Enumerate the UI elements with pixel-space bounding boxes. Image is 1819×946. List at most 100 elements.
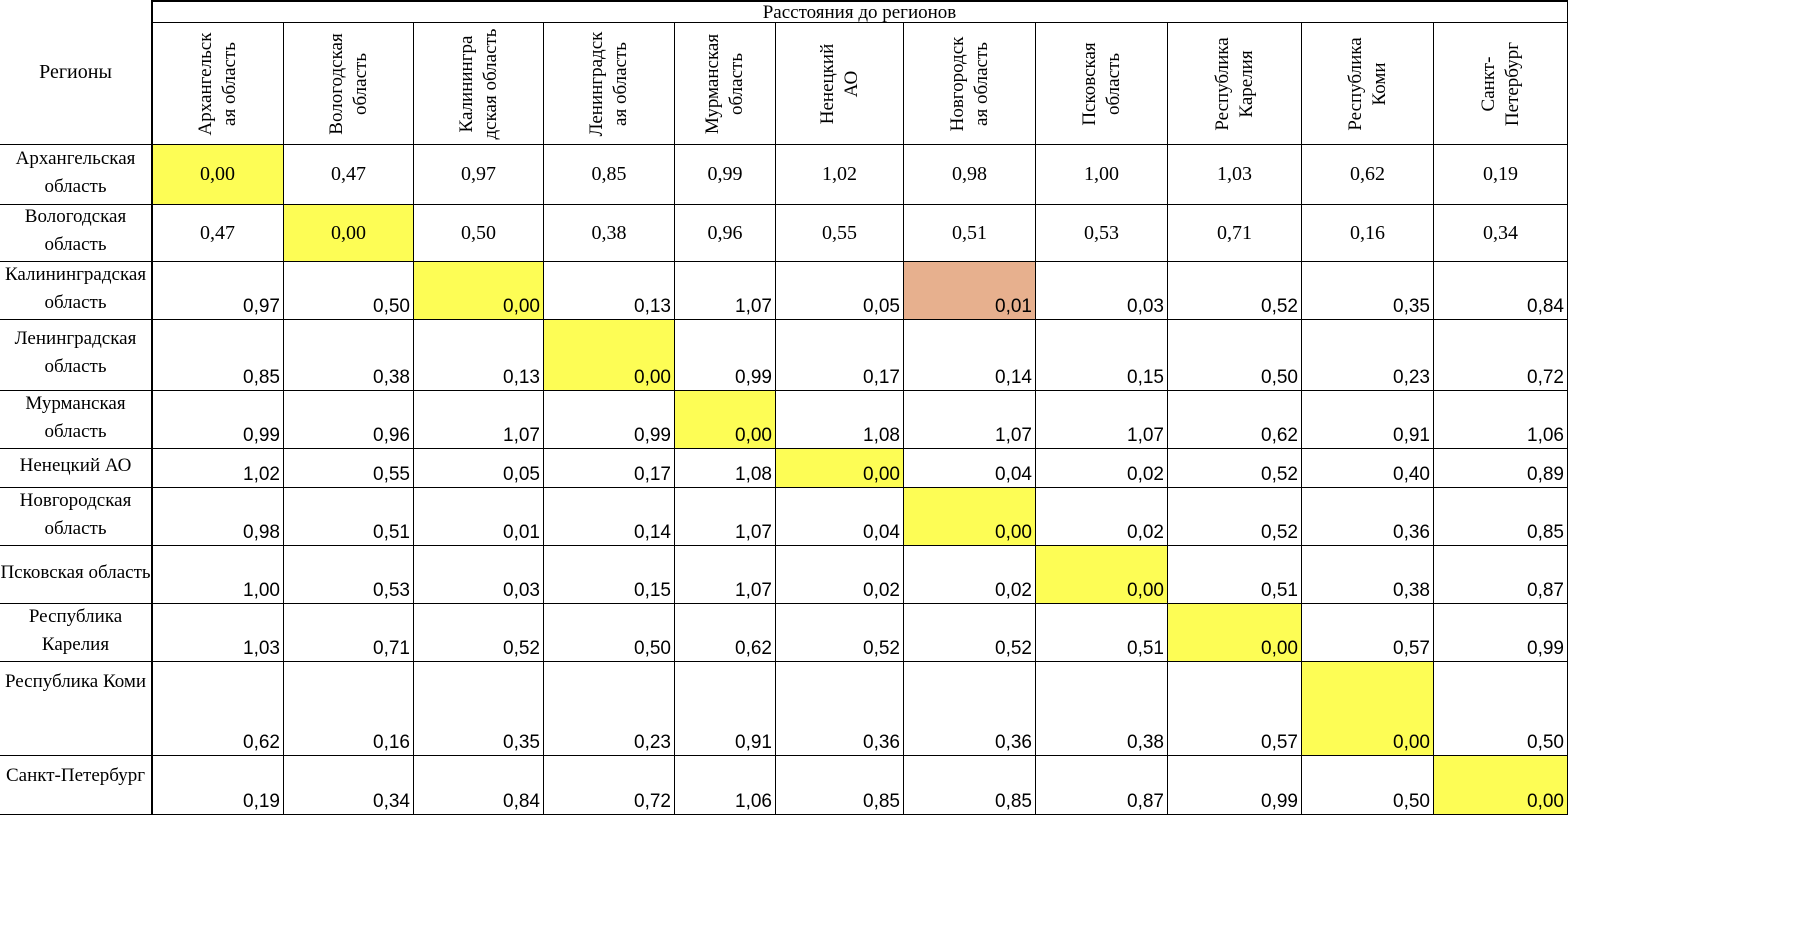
column-header[interactable]: Вологодская область xyxy=(284,23,414,145)
table-cell[interactable]: 0,03 xyxy=(414,546,544,604)
table-cell[interactable]: 1,00 xyxy=(152,546,284,604)
table-cell[interactable]: 1,08 xyxy=(675,449,776,488)
table-cell[interactable]: 0,96 xyxy=(675,205,776,262)
table-cell[interactable]: 1,02 xyxy=(776,145,904,205)
table-cell[interactable]: 0,15 xyxy=(544,546,675,604)
table-cell[interactable]: 0,71 xyxy=(1168,205,1302,262)
table-cell[interactable]: 0,00 xyxy=(1302,662,1434,756)
table-cell[interactable]: 0,51 xyxy=(284,488,414,546)
table-cell[interactable]: 0,05 xyxy=(414,449,544,488)
column-header[interactable]: Псковская область xyxy=(1036,23,1168,145)
row-header[interactable]: Калининградская область xyxy=(0,262,152,320)
table-cell[interactable]: 0,03 xyxy=(1036,262,1168,320)
table-cell[interactable]: 0,91 xyxy=(675,662,776,756)
table-cell[interactable]: 0,99 xyxy=(1434,604,1568,662)
table-cell[interactable]: 0,50 xyxy=(1168,320,1302,391)
table-cell[interactable]: 0,62 xyxy=(1168,391,1302,449)
table-cell[interactable]: 0,84 xyxy=(1434,262,1568,320)
table-cell[interactable]: 0,72 xyxy=(544,756,675,815)
table-cell[interactable]: 0,51 xyxy=(1036,604,1168,662)
column-header[interactable]: Ненецкий АО xyxy=(776,23,904,145)
table-cell[interactable]: 0,23 xyxy=(544,662,675,756)
table-cell[interactable]: 0,19 xyxy=(152,756,284,815)
table-cell[interactable]: 0,00 xyxy=(1168,604,1302,662)
table-cell[interactable]: 0,89 xyxy=(1434,449,1568,488)
table-cell[interactable]: 0,00 xyxy=(544,320,675,391)
table-cell[interactable]: 0,62 xyxy=(675,604,776,662)
table-cell[interactable]: 0,02 xyxy=(1036,488,1168,546)
table-cell[interactable]: 0,38 xyxy=(284,320,414,391)
table-cell[interactable]: 0,14 xyxy=(904,320,1036,391)
table-cell[interactable]: 0,52 xyxy=(414,604,544,662)
column-header[interactable]: Архангельск ая область xyxy=(152,23,284,145)
row-header[interactable]: Архангельская область xyxy=(0,145,152,205)
table-cell[interactable]: 1,06 xyxy=(1434,391,1568,449)
table-cell[interactable]: 0,04 xyxy=(904,449,1036,488)
table-cell[interactable]: 0,52 xyxy=(904,604,1036,662)
table-cell[interactable]: 0,00 xyxy=(284,205,414,262)
table-cell[interactable]: 0,50 xyxy=(1434,662,1568,756)
table-cell[interactable]: 0,98 xyxy=(904,145,1036,205)
column-header[interactable]: Республика Коми xyxy=(1302,23,1434,145)
table-cell[interactable]: 0,02 xyxy=(776,546,904,604)
table-cell[interactable]: 0,72 xyxy=(1434,320,1568,391)
table-cell[interactable]: 0,87 xyxy=(1434,546,1568,604)
table-cell[interactable]: 0,85 xyxy=(776,756,904,815)
table-cell[interactable]: 0,34 xyxy=(284,756,414,815)
table-cell[interactable]: 1,06 xyxy=(675,756,776,815)
column-header[interactable]: Республика Карелия xyxy=(1168,23,1302,145)
table-cell[interactable]: 0,98 xyxy=(152,488,284,546)
table-cell[interactable]: 0,04 xyxy=(776,488,904,546)
table-cell[interactable]: 1,07 xyxy=(414,391,544,449)
table-cell[interactable]: 0,87 xyxy=(1036,756,1168,815)
table-cell[interactable]: 1,02 xyxy=(152,449,284,488)
table-cell[interactable]: 0,97 xyxy=(152,262,284,320)
column-header[interactable]: Мурманская область xyxy=(675,23,776,145)
table-cell[interactable]: 0,57 xyxy=(1302,604,1434,662)
table-cell[interactable]: 0,53 xyxy=(1036,205,1168,262)
table-cell[interactable]: 0,85 xyxy=(544,145,675,205)
table-cell[interactable]: 0,50 xyxy=(284,262,414,320)
row-header[interactable]: Республика Коми xyxy=(0,662,152,756)
table-cell[interactable]: 1,03 xyxy=(152,604,284,662)
row-header[interactable]: Псковская область xyxy=(0,546,152,604)
table-cell[interactable]: 0,52 xyxy=(1168,488,1302,546)
table-cell[interactable]: 0,99 xyxy=(544,391,675,449)
row-header[interactable]: Республика Карелия xyxy=(0,604,152,662)
column-header[interactable]: Санкт- Петербург xyxy=(1434,23,1568,145)
table-cell[interactable]: 0,38 xyxy=(1036,662,1168,756)
table-cell[interactable]: 0,51 xyxy=(1168,546,1302,604)
table-cell[interactable]: 0,00 xyxy=(776,449,904,488)
table-cell[interactable]: 0,97 xyxy=(414,145,544,205)
table-cell[interactable]: 0,91 xyxy=(1302,391,1434,449)
table-cell[interactable]: 0,36 xyxy=(776,662,904,756)
table-cell[interactable]: 0,19 xyxy=(1434,145,1568,205)
table-cell[interactable]: 0,17 xyxy=(544,449,675,488)
column-header[interactable]: Калинингра дская область xyxy=(414,23,544,145)
table-cell[interactable]: 0,01 xyxy=(904,262,1036,320)
row-header[interactable]: Санкт-Петербург xyxy=(0,756,152,815)
table-cell[interactable]: 1,07 xyxy=(904,391,1036,449)
table-cell[interactable]: 0,15 xyxy=(1036,320,1168,391)
table-cell[interactable]: 0,52 xyxy=(1168,449,1302,488)
table-cell[interactable]: 0,50 xyxy=(544,604,675,662)
row-header[interactable]: Новгородская область xyxy=(0,488,152,546)
table-cell[interactable]: 0,02 xyxy=(904,546,1036,604)
table-cell[interactable]: 0,62 xyxy=(152,662,284,756)
corner-header-regions[interactable]: Регионы xyxy=(0,0,152,145)
table-cell[interactable]: 0,96 xyxy=(284,391,414,449)
table-cell[interactable]: 1,00 xyxy=(1036,145,1168,205)
table-cell[interactable]: 0,35 xyxy=(414,662,544,756)
table-cell[interactable]: 0,52 xyxy=(776,604,904,662)
table-cell[interactable]: 0,23 xyxy=(1302,320,1434,391)
table-cell[interactable]: 0,57 xyxy=(1168,662,1302,756)
table-cell[interactable]: 0,85 xyxy=(1434,488,1568,546)
table-cell[interactable]: 0,40 xyxy=(1302,449,1434,488)
row-header[interactable]: Мурманская область xyxy=(0,391,152,449)
table-cell[interactable]: 0,34 xyxy=(1434,205,1568,262)
table-cell[interactable]: 0,17 xyxy=(776,320,904,391)
table-cell[interactable]: 0,71 xyxy=(284,604,414,662)
table-cell[interactable]: 1,08 xyxy=(776,391,904,449)
table-cell[interactable]: 0,99 xyxy=(1168,756,1302,815)
table-cell[interactable]: 1,03 xyxy=(1168,145,1302,205)
